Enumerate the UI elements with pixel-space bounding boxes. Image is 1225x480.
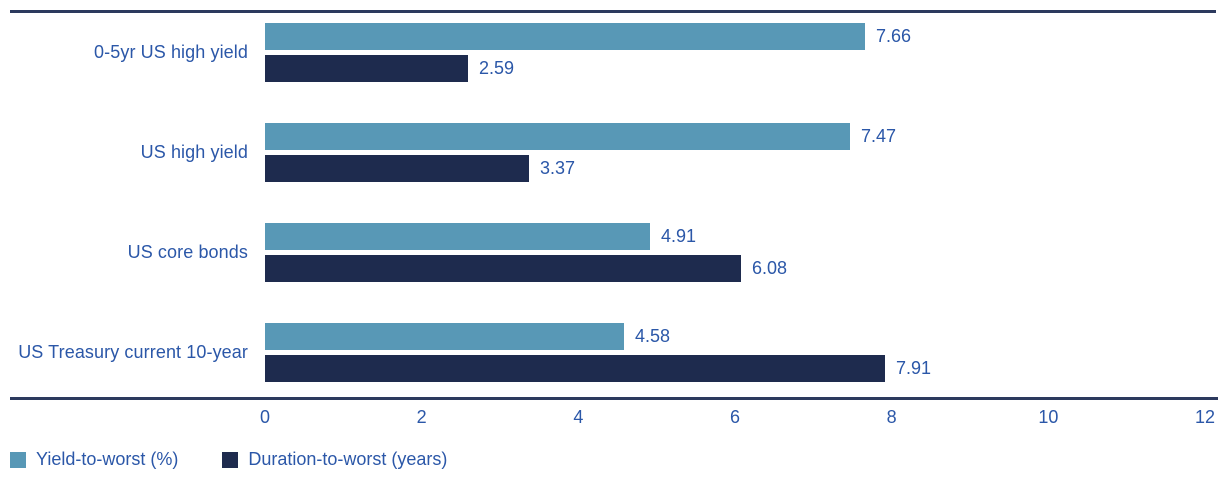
category-label: US Treasury current 10-year: [18, 342, 248, 362]
yield-to-worst-bar: [265, 323, 624, 350]
legend-swatch-icon: [10, 451, 26, 468]
bar-line: 7.47: [265, 123, 1225, 150]
bar-chart-plot-area: 0-5yr US high yield 7.66 2.59 US high yield…: [0, 23, 1225, 423]
chart-row: US high yield 7.47 3.37: [0, 123, 1225, 223]
bar-line: 6.08: [265, 255, 1225, 282]
duration-to-worst-bar: [265, 55, 468, 82]
chart-row: US core bonds 4.91 6.08: [0, 223, 1225, 323]
bar-value-label: 4.58: [635, 326, 671, 346]
chart-row: US Treasury current 10-year 4.58 7.91: [0, 323, 1225, 423]
bar-group: 7.66 2.59: [265, 23, 1225, 87]
category-label: 0-5yr US high yield: [94, 42, 248, 62]
top-border-rule: [10, 10, 1216, 13]
legend-item: Duration-to-worst (years): [222, 449, 447, 470]
legend-label: Yield-to-worst (%): [36, 449, 179, 469]
duration-to-worst-bar: [265, 155, 529, 182]
bar-line: 3.37: [265, 155, 1225, 182]
bar-value-label: 3.37: [540, 158, 576, 178]
x-axis-tick: 10: [1038, 407, 1059, 427]
bar-value-label: 6.08: [752, 258, 788, 278]
bar-value-label: 7.47: [861, 126, 897, 146]
x-axis-tick: 8: [886, 407, 897, 427]
bar-value-label: 7.91: [896, 358, 932, 378]
legend-label: Duration-to-worst (years): [248, 449, 448, 469]
yield-to-worst-bar: [265, 123, 850, 150]
bar-value-label: 2.59: [479, 58, 515, 78]
bar-line: 7.66: [265, 23, 1225, 50]
yield-to-worst-bar: [265, 23, 865, 50]
x-axis-tick-labels: 0 2 4 6 8 10 12: [260, 407, 1215, 431]
bar-value-label: 4.91: [661, 226, 697, 246]
bar-line: 4.58: [265, 323, 1225, 350]
x-axis-tick: 0: [259, 407, 271, 427]
x-axis-tick: 6: [729, 407, 741, 427]
category-label: US high yield: [140, 142, 248, 162]
legend-item: Yield-to-worst (%): [10, 449, 178, 470]
bar-group: 4.58 7.91: [265, 323, 1225, 387]
bar-group: 4.91 6.08: [265, 223, 1225, 287]
duration-to-worst-bar: [265, 255, 741, 282]
x-axis-tick: 2: [416, 407, 427, 427]
bar-value-label: 7.66: [876, 26, 912, 46]
bar-line: 2.59: [265, 55, 1225, 82]
x-axis-line: [10, 397, 1218, 400]
yield-to-worst-bar: [265, 223, 650, 250]
bar-group: 7.47 3.37: [265, 123, 1225, 187]
x-axis-tick: 4: [573, 407, 584, 427]
bar-line: 7.91: [265, 355, 1225, 382]
chart-row: 0-5yr US high yield 7.66 2.59: [0, 23, 1225, 123]
duration-to-worst-bar: [265, 355, 885, 382]
legend: Yield-to-worst (%) Duration-to-worst (yea…: [10, 449, 447, 470]
category-label: US core bonds: [127, 242, 248, 262]
bar-line: 4.91: [265, 223, 1225, 250]
legend-swatch-icon: [222, 451, 239, 468]
x-axis-tick: 12: [1194, 407, 1216, 427]
